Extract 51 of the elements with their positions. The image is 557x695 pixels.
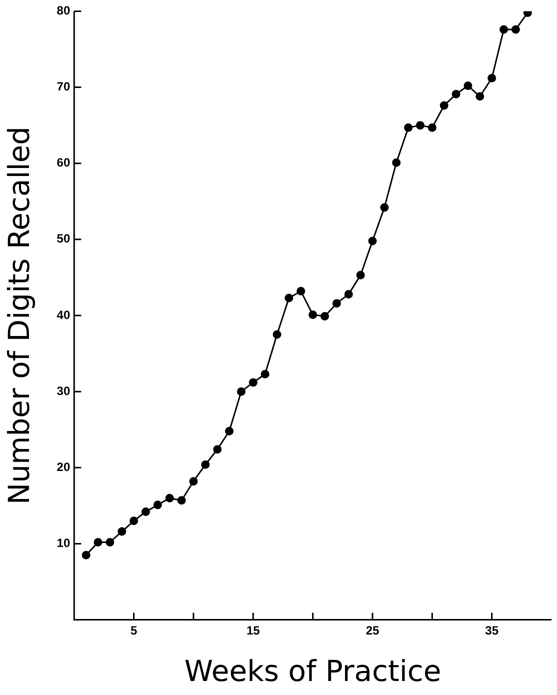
x-tick-label: 25 xyxy=(366,623,380,638)
point xyxy=(177,496,186,505)
point xyxy=(440,101,448,110)
point xyxy=(416,121,424,130)
point xyxy=(248,378,258,387)
x-axis-title: Weeks of Practice xyxy=(184,654,442,688)
point xyxy=(272,330,282,339)
point xyxy=(344,290,353,298)
point xyxy=(500,25,508,34)
point xyxy=(130,516,138,526)
y-tick-label: 20 xyxy=(56,460,70,474)
point xyxy=(464,82,472,90)
point xyxy=(476,92,484,101)
point xyxy=(511,25,520,34)
y-axis-title: Number of Digits Recalled xyxy=(2,126,36,505)
x-tick-label: 5 xyxy=(130,623,138,638)
point xyxy=(284,294,294,302)
y-tick-label: 30 xyxy=(56,384,70,398)
point xyxy=(236,387,246,396)
y-tick-label: 10 xyxy=(56,536,70,550)
point xyxy=(368,236,377,246)
y-tick-label: 70 xyxy=(56,80,70,94)
point xyxy=(296,286,306,296)
point xyxy=(428,123,436,132)
point xyxy=(201,460,210,469)
point xyxy=(189,477,198,486)
x-tick-label: 15 xyxy=(246,623,260,638)
point xyxy=(392,158,401,167)
point xyxy=(404,123,413,132)
point xyxy=(82,550,90,560)
point xyxy=(106,538,114,546)
point xyxy=(153,500,162,510)
y-tick-label: 60 xyxy=(56,156,70,170)
x-tick-label: 35 xyxy=(485,623,499,638)
point xyxy=(320,312,330,321)
point xyxy=(488,74,496,82)
point xyxy=(118,527,126,536)
point xyxy=(308,310,318,319)
point xyxy=(94,538,102,546)
point xyxy=(452,90,460,98)
y-tick-label: 80 xyxy=(56,4,70,18)
point xyxy=(213,445,222,454)
point xyxy=(380,203,389,212)
point xyxy=(260,370,270,378)
point xyxy=(225,426,234,436)
y-tick-label: 50 xyxy=(56,232,70,246)
point xyxy=(165,494,174,502)
point xyxy=(142,508,150,516)
y-tick-label: 40 xyxy=(56,308,70,322)
point xyxy=(356,270,365,280)
point xyxy=(332,299,341,308)
